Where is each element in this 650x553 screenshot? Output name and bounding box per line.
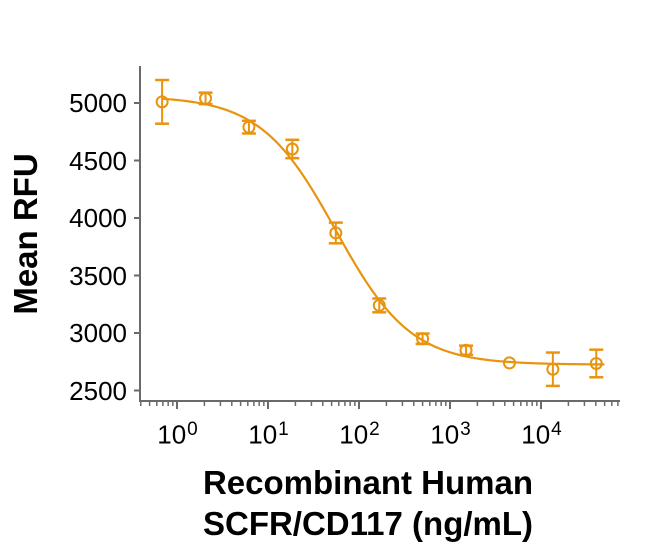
y-tick-label: 2500 bbox=[69, 375, 127, 406]
data-point-marker bbox=[416, 332, 430, 346]
y-tick-label: 3000 bbox=[69, 318, 127, 348]
data-point-marker bbox=[285, 142, 299, 156]
fit-curve bbox=[162, 97, 605, 366]
data-point-marker bbox=[155, 95, 169, 109]
x-axis-title: Recombinant Human SCFR/CD117 (ng/mL) bbox=[203, 462, 533, 544]
data-point-marker bbox=[459, 343, 473, 357]
x-tick-label: 100 bbox=[157, 419, 198, 450]
data-point-marker bbox=[242, 120, 256, 134]
data-point-marker bbox=[502, 356, 516, 370]
data-point-marker bbox=[329, 226, 343, 240]
y-axis-title: Mean RFU bbox=[7, 153, 44, 315]
x-tick-label: 103 bbox=[430, 419, 471, 450]
error-bars bbox=[155, 78, 604, 388]
y-tick-label: 3500 bbox=[69, 260, 127, 291]
data-points bbox=[155, 91, 603, 376]
x-axis-title-line1: Recombinant Human bbox=[202, 464, 534, 501]
x-axis-ticks bbox=[140, 402, 619, 409]
axes bbox=[139, 66, 620, 402]
data-point-marker bbox=[372, 298, 386, 312]
y-tick-label: 4500 bbox=[69, 145, 127, 176]
data-point-marker bbox=[199, 91, 213, 105]
y-axis-ticks bbox=[134, 102, 140, 392]
x-axis-title-line2: SCFR/CD117 (ng/mL) bbox=[202, 505, 534, 542]
x-tick-label: 101 bbox=[248, 419, 289, 450]
y-tick-label: 4000 bbox=[69, 203, 127, 233]
x-tick-label: 104 bbox=[521, 419, 562, 450]
y-tick-label: 5000 bbox=[69, 88, 127, 118]
data-point-marker bbox=[589, 356, 603, 370]
x-tick-label: 102 bbox=[339, 419, 380, 450]
data-point-marker bbox=[546, 362, 560, 376]
